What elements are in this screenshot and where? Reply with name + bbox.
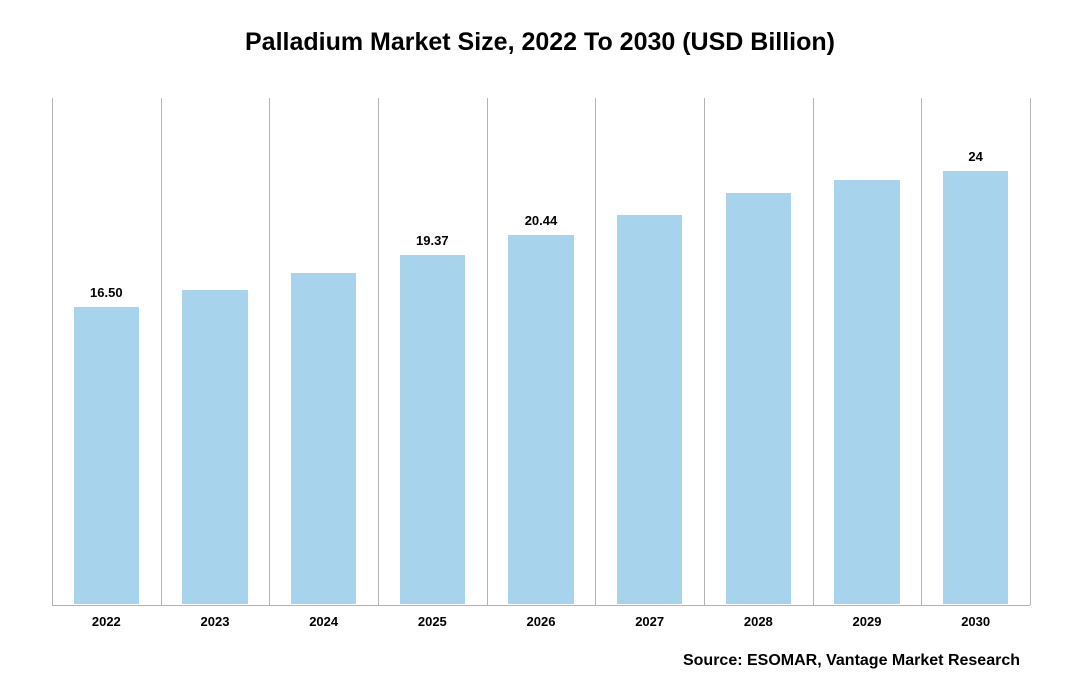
bar-slot: 20.442026 <box>487 98 596 605</box>
bar <box>290 272 357 605</box>
bar <box>833 179 900 605</box>
bar-value-label: 20.44 <box>487 213 596 228</box>
x-axis-label: 2027 <box>595 614 704 629</box>
bar <box>181 289 248 605</box>
gridline <box>1030 98 1031 605</box>
bar-slot: 2029 <box>813 98 922 605</box>
bar <box>616 214 683 605</box>
x-axis-label: 2030 <box>921 614 1030 629</box>
x-axis-label: 2028 <box>704 614 813 629</box>
plot-area: 16.5020222023202419.37202520.44202620272… <box>52 98 1030 606</box>
bar <box>942 170 1009 605</box>
bar-slot: 2027 <box>595 98 704 605</box>
x-axis-label: 2022 <box>52 614 161 629</box>
bar <box>73 306 140 605</box>
x-axis-label: 2025 <box>378 614 487 629</box>
bar-slot: 2024 <box>269 98 378 605</box>
source-attribution: Source: ESOMAR, Vantage Market Research <box>683 652 1020 670</box>
bar-slot: 242030 <box>921 98 1030 605</box>
chart-title: Palladium Market Size, 2022 To 2030 (USD… <box>0 0 1080 57</box>
bar-slot: 2028 <box>704 98 813 605</box>
bar <box>399 254 466 605</box>
bar-slot: 16.502022 <box>52 98 161 605</box>
bar-value-label: 19.37 <box>378 233 487 248</box>
bar-slot: 19.372025 <box>378 98 487 605</box>
bar-value-label: 24 <box>921 149 1030 164</box>
x-axis-label: 2029 <box>813 614 922 629</box>
x-axis-label: 2024 <box>269 614 378 629</box>
bar <box>507 234 574 605</box>
bar-slot: 2023 <box>161 98 270 605</box>
x-axis-label: 2026 <box>487 614 596 629</box>
x-axis-label: 2023 <box>161 614 270 629</box>
bar-value-label: 16.50 <box>52 285 161 300</box>
bar <box>725 192 792 605</box>
